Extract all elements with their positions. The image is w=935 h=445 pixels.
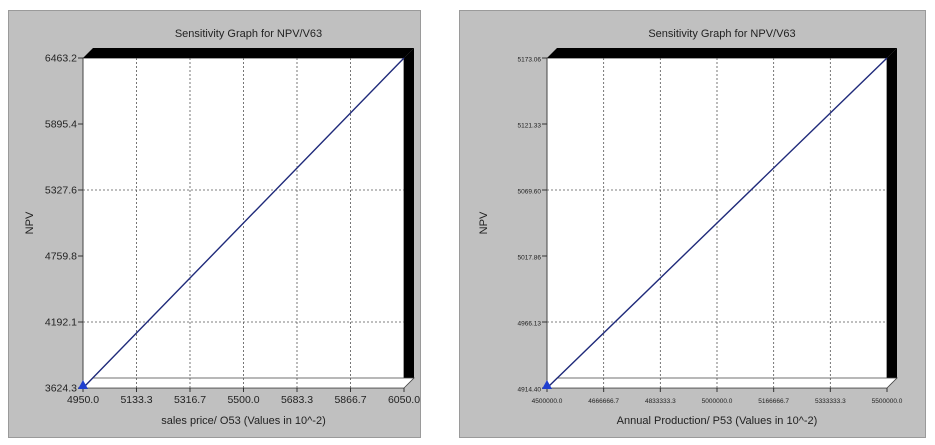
x-axis-label: Annual Production/ P53 (Values in 10^-2) — [617, 415, 818, 427]
x-tick-label: 6050.0 — [388, 394, 420, 406]
left-sensitivity-chart: 3624.3 4192.1 4759.8 5327.6 5895.4 6463.2 4950… — [24, 28, 420, 427]
y-tick-label: 4759.8 — [45, 251, 77, 263]
top-depth-face — [547, 48, 897, 58]
y-tick-label: 5121.33 — [518, 123, 542, 130]
npv-series-line — [82, 57, 405, 389]
y-tick-label: 4192.1 — [45, 317, 77, 329]
y-tick-label: 6463.2 — [45, 53, 77, 65]
right-depth-face — [887, 48, 897, 388]
x-tick-label: 5133.3 — [120, 394, 152, 406]
x-tick-label: 5333333.3 — [815, 398, 846, 405]
top-depth-face — [83, 48, 414, 58]
y-axis-label: NPV — [478, 211, 490, 234]
x-tick-label: 4666666.7 — [588, 398, 619, 405]
x-tick-label: 5316.7 — [174, 394, 206, 406]
y-tick-label: 5895.4 — [45, 119, 77, 131]
floor-face — [546, 377, 898, 389]
left-chart-panel: 3624.3 4192.1 4759.8 5327.6 5895.4 6463.2 4950… — [8, 10, 421, 438]
y-tick-label: 5069.60 — [518, 189, 542, 196]
right-sensitivity-chart: 4914.40 4966.13 5017.86 5069.60 5121.33 5173.… — [478, 28, 903, 427]
chart-title: Sensitivity Graph for NPV/V63 — [648, 28, 795, 40]
x-tick-label: 5500.0 — [227, 394, 259, 406]
y-tick-label: 5327.6 — [45, 185, 77, 197]
y-tick-label: 4914.40 — [518, 387, 542, 394]
x-tick-label: 5166666.7 — [758, 398, 789, 405]
y-axis-label: NPV — [24, 211, 36, 234]
right-chart-panel: 4914.40 4966.13 5017.86 5069.60 5121.33 5173.… — [459, 10, 926, 438]
chart-title: Sensitivity Graph for NPV/V63 — [175, 28, 322, 40]
x-tick-label: 5683.3 — [281, 394, 313, 406]
floor-face — [82, 377, 415, 389]
y-tick-label: 5017.86 — [518, 255, 542, 262]
y-tick-label: 5173.06 — [518, 57, 542, 64]
x-tick-label: 5866.7 — [334, 394, 366, 406]
x-tick-label: 4950.0 — [67, 394, 99, 406]
y-tick-label: 4966.13 — [518, 321, 542, 328]
x-tick-label: 5000000.0 — [702, 398, 733, 405]
x-axis-label: sales price/ O53 (Values in 10^-2) — [161, 415, 326, 427]
y-tick-label: 3624.3 — [45, 383, 77, 395]
x-tick-label: 4833333.3 — [645, 398, 676, 405]
npv-series-line — [546, 57, 888, 389]
right-depth-face — [404, 48, 414, 388]
x-tick-label: 4500000.0 — [532, 398, 563, 405]
x-tick-label: 5500000.0 — [872, 398, 903, 405]
start-point-marker — [78, 380, 88, 389]
start-point-marker — [542, 380, 552, 389]
